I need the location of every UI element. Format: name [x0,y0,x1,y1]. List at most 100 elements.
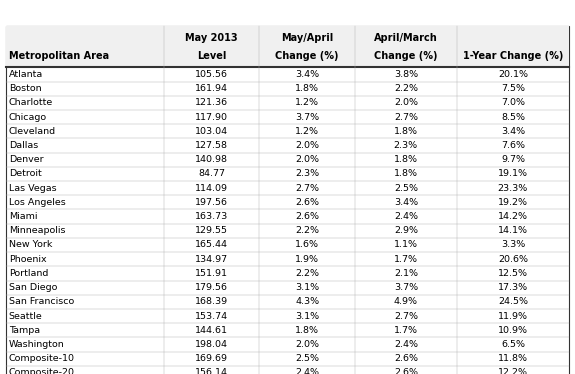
Text: Level: Level [197,51,226,61]
Text: 3.7%: 3.7% [394,283,418,292]
Text: 2.7%: 2.7% [394,312,418,321]
Text: San Francisco: San Francisco [9,297,74,306]
Text: 2.5%: 2.5% [295,354,319,363]
Bar [6,26,569,67]
Text: Chicago: Chicago [9,113,47,122]
Text: Composite-20: Composite-20 [9,368,75,374]
Text: Miami: Miami [9,212,37,221]
Text: May/April: May/April [281,33,334,43]
Text: 3.4%: 3.4% [394,198,418,207]
Text: 8.5%: 8.5% [501,113,525,122]
Text: 24.5%: 24.5% [498,297,528,306]
Text: 2.3%: 2.3% [394,141,418,150]
Text: 11.9%: 11.9% [498,312,528,321]
Text: 14.1%: 14.1% [498,226,528,235]
Text: Denver: Denver [9,155,43,164]
Text: 4.9%: 4.9% [394,297,418,306]
Text: Los Angeles: Los Angeles [9,198,66,207]
Text: Cleveland: Cleveland [9,127,56,136]
Text: 129.55: 129.55 [195,226,228,235]
Text: 169.69: 169.69 [195,354,228,363]
Text: San Diego: San Diego [9,283,57,292]
Text: 12.2%: 12.2% [498,368,528,374]
Text: Portland: Portland [9,269,48,278]
Text: 1.2%: 1.2% [295,127,319,136]
Text: 19.1%: 19.1% [498,169,528,178]
Text: Change (%): Change (%) [374,51,438,61]
Text: 163.73: 163.73 [195,212,228,221]
Text: 1.2%: 1.2% [295,98,319,107]
Text: Atlanta: Atlanta [9,70,43,79]
Text: Change (%): Change (%) [275,51,339,61]
Text: 2.6%: 2.6% [394,354,418,363]
Text: 103.04: 103.04 [195,127,228,136]
Text: 1.7%: 1.7% [394,326,418,335]
Text: New York: New York [9,240,52,249]
Text: Charlotte: Charlotte [9,98,53,107]
Text: 20.6%: 20.6% [498,255,528,264]
Text: 1.1%: 1.1% [394,240,418,249]
Text: Detroit: Detroit [9,169,41,178]
Text: 2.2%: 2.2% [295,226,319,235]
Text: 3.4%: 3.4% [295,70,319,79]
Text: 17.3%: 17.3% [498,283,528,292]
Text: 1.9%: 1.9% [295,255,319,264]
Text: 11.8%: 11.8% [498,354,528,363]
Text: 179.56: 179.56 [195,283,228,292]
Text: 3.4%: 3.4% [501,127,525,136]
Text: 1.6%: 1.6% [295,240,319,249]
Text: 105.56: 105.56 [195,70,228,79]
Text: 2.6%: 2.6% [295,212,319,221]
Text: Metropolitan Area: Metropolitan Area [9,51,109,61]
Text: 6.5%: 6.5% [501,340,525,349]
Text: 19.2%: 19.2% [498,198,528,207]
Text: 2.4%: 2.4% [394,212,418,221]
Text: 165.44: 165.44 [195,240,228,249]
Text: 198.04: 198.04 [195,340,228,349]
Text: 10.9%: 10.9% [498,326,528,335]
Text: 2.4%: 2.4% [295,368,319,374]
Text: 14.2%: 14.2% [498,212,528,221]
Text: 3.1%: 3.1% [295,312,319,321]
Text: Minneapolis: Minneapolis [9,226,65,235]
Text: 9.7%: 9.7% [501,155,525,164]
Text: Washington: Washington [9,340,64,349]
Text: May 2013: May 2013 [185,33,237,43]
Text: Seattle: Seattle [9,312,43,321]
Text: 117.90: 117.90 [195,113,228,122]
Text: 2.7%: 2.7% [295,184,319,193]
Text: 134.97: 134.97 [195,255,228,264]
Text: April/March: April/March [374,33,438,43]
Text: 2.1%: 2.1% [394,269,418,278]
Text: 2.2%: 2.2% [295,269,319,278]
Text: 153.74: 153.74 [195,312,228,321]
Text: 1-Year Change (%): 1-Year Change (%) [463,51,563,61]
Text: 7.5%: 7.5% [501,84,525,93]
Text: 2.6%: 2.6% [295,198,319,207]
Text: 2.3%: 2.3% [295,169,319,178]
Text: 2.4%: 2.4% [394,340,418,349]
Text: 161.94: 161.94 [195,84,228,93]
Text: 2.0%: 2.0% [295,340,319,349]
Text: 7.0%: 7.0% [501,98,525,107]
Text: 2.0%: 2.0% [394,98,418,107]
Text: 2.2%: 2.2% [394,84,418,93]
Text: 151.91: 151.91 [195,269,228,278]
Text: 2.5%: 2.5% [394,184,418,193]
Text: 84.77: 84.77 [198,169,225,178]
Text: 12.5%: 12.5% [498,269,528,278]
Text: 3.8%: 3.8% [394,70,418,79]
Text: 140.98: 140.98 [195,155,228,164]
Text: Dallas: Dallas [9,141,38,150]
Text: 2.0%: 2.0% [295,141,319,150]
Text: 127.58: 127.58 [195,141,228,150]
Text: 1.8%: 1.8% [394,127,418,136]
Text: 2.9%: 2.9% [394,226,418,235]
Text: 20.1%: 20.1% [498,70,528,79]
Text: 2.0%: 2.0% [295,155,319,164]
Text: 1.8%: 1.8% [394,155,418,164]
Text: 121.36: 121.36 [195,98,228,107]
Text: Boston: Boston [9,84,41,93]
Text: 156.14: 156.14 [195,368,228,374]
Text: 3.7%: 3.7% [295,113,319,122]
